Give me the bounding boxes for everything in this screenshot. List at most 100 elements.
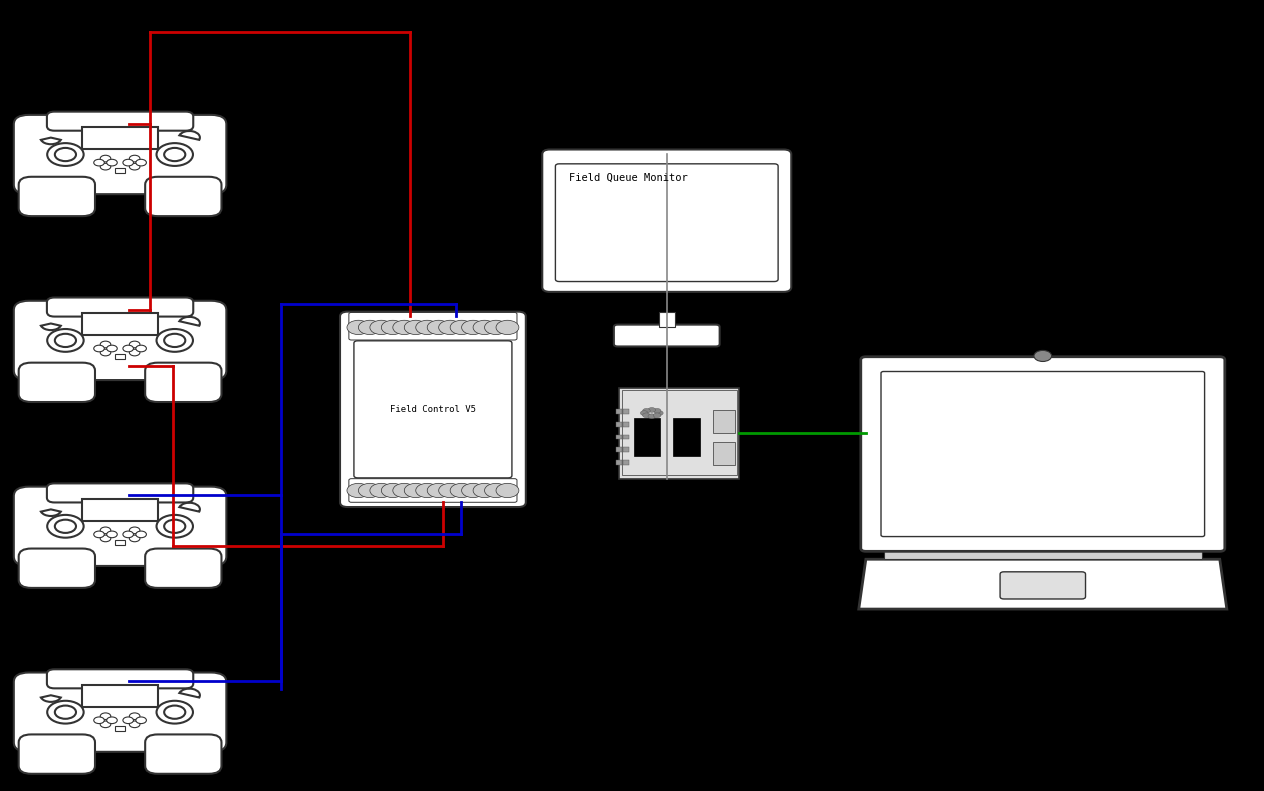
- Circle shape: [135, 345, 147, 352]
- Circle shape: [100, 164, 111, 170]
- Circle shape: [123, 345, 134, 352]
- FancyBboxPatch shape: [881, 372, 1205, 536]
- Circle shape: [123, 717, 134, 724]
- Circle shape: [135, 159, 147, 166]
- Circle shape: [473, 320, 495, 335]
- Circle shape: [94, 159, 105, 166]
- Bar: [82, 313, 158, 335]
- Circle shape: [129, 721, 140, 728]
- Wedge shape: [179, 503, 200, 512]
- FancyBboxPatch shape: [349, 479, 517, 502]
- Circle shape: [642, 413, 650, 418]
- FancyBboxPatch shape: [19, 734, 95, 774]
- Circle shape: [106, 159, 118, 166]
- Circle shape: [123, 531, 134, 538]
- Circle shape: [94, 531, 105, 538]
- Circle shape: [404, 483, 427, 498]
- Text: Field Queue Monitor: Field Queue Monitor: [569, 173, 688, 184]
- Circle shape: [47, 329, 83, 352]
- Circle shape: [641, 411, 648, 415]
- Circle shape: [653, 413, 661, 418]
- Bar: [115, 539, 125, 545]
- FancyBboxPatch shape: [14, 486, 226, 566]
- Circle shape: [439, 320, 461, 335]
- FancyBboxPatch shape: [861, 357, 1225, 551]
- Circle shape: [100, 713, 111, 720]
- FancyBboxPatch shape: [14, 672, 226, 751]
- Bar: [623, 422, 629, 426]
- Circle shape: [106, 531, 118, 538]
- Circle shape: [653, 408, 661, 413]
- FancyBboxPatch shape: [14, 301, 226, 380]
- Circle shape: [642, 408, 650, 413]
- Circle shape: [450, 483, 473, 498]
- Circle shape: [47, 143, 83, 166]
- FancyBboxPatch shape: [555, 164, 779, 282]
- Circle shape: [164, 334, 186, 347]
- Circle shape: [648, 407, 656, 412]
- Circle shape: [94, 717, 105, 724]
- FancyBboxPatch shape: [19, 362, 95, 402]
- Circle shape: [164, 520, 186, 533]
- Circle shape: [54, 148, 76, 161]
- Bar: [115, 725, 125, 731]
- Bar: [713, 442, 734, 465]
- Circle shape: [106, 345, 118, 352]
- Bar: [82, 685, 158, 707]
- Circle shape: [94, 345, 105, 352]
- Bar: [884, 548, 1202, 559]
- Bar: [616, 435, 622, 440]
- Circle shape: [382, 483, 404, 498]
- Bar: [115, 354, 125, 359]
- Circle shape: [100, 155, 111, 162]
- FancyBboxPatch shape: [47, 669, 193, 688]
- Circle shape: [54, 334, 76, 347]
- Circle shape: [393, 483, 416, 498]
- Wedge shape: [40, 509, 61, 516]
- Bar: [622, 390, 737, 475]
- Circle shape: [473, 483, 495, 498]
- FancyBboxPatch shape: [47, 297, 193, 316]
- Circle shape: [157, 515, 193, 538]
- Circle shape: [157, 329, 193, 352]
- Circle shape: [656, 411, 664, 415]
- Circle shape: [129, 341, 140, 348]
- Bar: [623, 435, 629, 440]
- FancyBboxPatch shape: [145, 362, 221, 402]
- FancyBboxPatch shape: [145, 548, 221, 588]
- Bar: [623, 409, 629, 414]
- Bar: [674, 418, 700, 456]
- Circle shape: [370, 320, 393, 335]
- Circle shape: [1034, 350, 1052, 361]
- Circle shape: [129, 350, 140, 356]
- Circle shape: [135, 717, 147, 724]
- Bar: [82, 499, 158, 521]
- Circle shape: [359, 320, 382, 335]
- Circle shape: [382, 320, 404, 335]
- Circle shape: [346, 483, 370, 498]
- Bar: [633, 418, 660, 456]
- Circle shape: [100, 536, 111, 542]
- Text: Field Control V5: Field Control V5: [389, 405, 477, 414]
- Circle shape: [484, 320, 507, 335]
- Circle shape: [495, 320, 520, 335]
- Bar: [623, 460, 629, 465]
- Bar: [619, 388, 739, 479]
- Circle shape: [100, 721, 111, 728]
- Polygon shape: [858, 559, 1227, 609]
- Circle shape: [370, 483, 393, 498]
- FancyBboxPatch shape: [47, 112, 193, 131]
- FancyBboxPatch shape: [19, 176, 95, 216]
- Circle shape: [439, 483, 461, 498]
- Circle shape: [100, 350, 111, 356]
- Circle shape: [495, 483, 520, 498]
- FancyBboxPatch shape: [354, 341, 512, 478]
- Circle shape: [129, 155, 140, 162]
- Wedge shape: [40, 695, 61, 702]
- FancyBboxPatch shape: [145, 176, 221, 216]
- Circle shape: [427, 320, 450, 335]
- Circle shape: [416, 320, 439, 335]
- Wedge shape: [179, 317, 200, 326]
- Circle shape: [359, 483, 382, 498]
- Circle shape: [135, 531, 147, 538]
